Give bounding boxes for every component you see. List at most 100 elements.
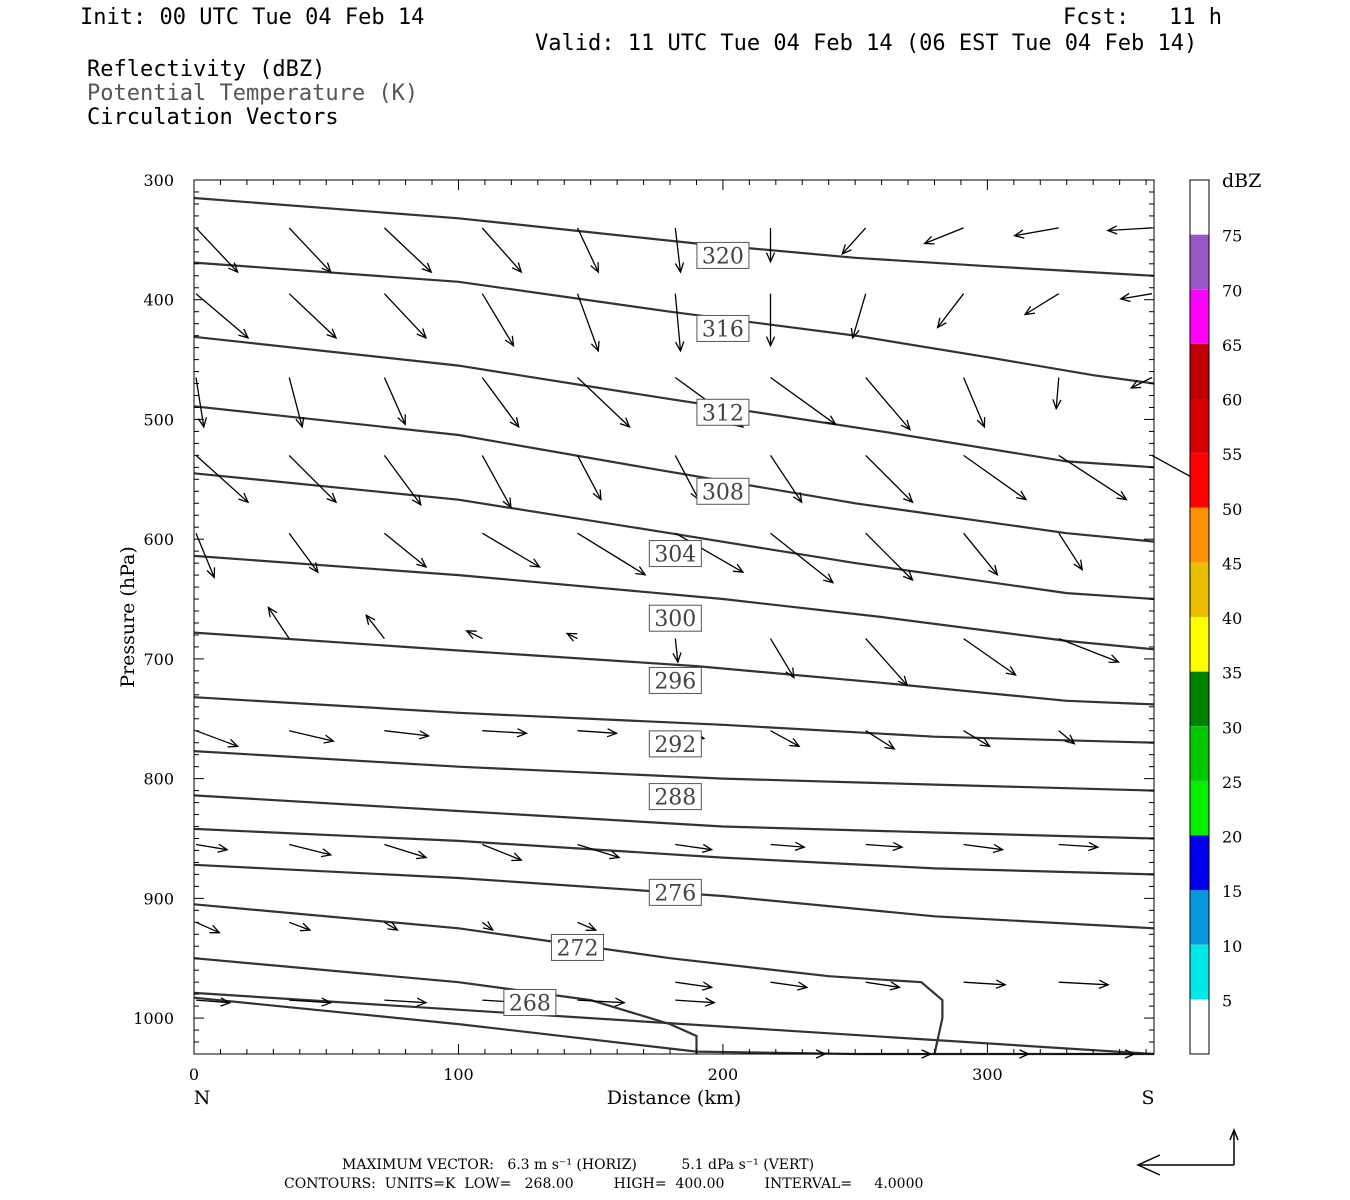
isentrope-line [193,261,1155,385]
vector-head [416,328,428,340]
vector-head [1023,305,1035,316]
vector-shaft [383,227,432,273]
circulation-vector [383,455,422,507]
x-tick-label: 0 [189,1065,199,1084]
vector-shaft [865,638,908,686]
vector-head [674,262,685,274]
circulation-vector [769,638,795,679]
vector-head [979,737,991,748]
contour-label: 272 [550,933,604,961]
circulation-vector [289,843,333,858]
colorbar-swatch [1190,180,1209,235]
vector-head [590,340,600,353]
contour-label-text: 272 [556,936,598,961]
vector-shaft [770,376,836,425]
x-tick-label: 300 [972,1065,1003,1084]
vector-shaft [770,843,805,848]
vector-head [387,921,399,931]
vector-shaft [384,999,427,1004]
vector-head [1064,734,1076,745]
field-reflectivity: Reflectivity (dBZ) [87,57,326,82]
circulation-vector [577,728,619,738]
vector-head [220,997,232,1007]
circulation-vector [465,630,483,640]
isentrope-line [193,957,698,1054]
contour-label-box [503,989,557,1017]
circulation-vector [195,227,239,274]
vector-shaft [865,532,913,581]
vector-shaft [195,730,238,747]
vector-shaft [383,455,422,506]
isentrope-line [193,696,1155,744]
colorbar-swatch [1190,999,1209,1054]
circulation-vector [963,532,999,577]
vector-head [884,740,896,750]
vector-head [976,416,986,429]
isentrope-line [193,863,1155,930]
circulation-vector [288,454,338,504]
valid-time: Valid: 11 UTC Tue 04 Feb 14 (06 EST Tue … [535,31,1198,56]
circulation-vector [384,843,428,860]
vector-head [797,981,809,991]
vector-head [585,922,598,931]
vector-head [416,557,428,569]
colorbar-label: 65 [1222,336,1242,355]
circulation-vector [195,921,221,934]
colorbar-swatch [1190,398,1209,454]
colorbar-label: 30 [1222,718,1242,737]
circulation-vector [675,843,714,854]
isentrope-line [193,554,1155,651]
vector-head [326,328,338,339]
isentrope-line [193,405,1155,543]
circulation-vector [770,730,801,748]
circulation-vector [195,843,229,853]
vector-shaft [865,377,911,430]
circulation-vector [1052,377,1062,411]
vector-shaft [481,377,520,428]
vector-shaft [384,730,429,737]
vector-shaft [865,730,895,750]
reference-vector [1136,1127,1239,1176]
vector-shaft [577,999,625,1004]
vector-shaft [576,227,599,273]
y-axis-title: Pressure (hPa) [117,546,139,688]
vector-head [397,414,406,426]
circulation-vector [481,455,512,509]
colorbar-swatch [1190,617,1209,672]
vector-shaft [289,999,331,1004]
vector-head [502,497,512,509]
circulation-vector [770,841,806,852]
vector-head [1016,490,1028,501]
circulation-vector [288,377,305,429]
vector-shaft [288,227,332,273]
circulation-vector [674,227,685,274]
vector-shaft [675,843,712,851]
contour-label-box [696,314,750,342]
vector-head [841,244,852,256]
y-tick-label: 800 [143,770,174,789]
colorbar-frame [1189,179,1210,1055]
vector-head [217,843,229,853]
vector-shaft [383,532,427,568]
circulation-vector [195,377,208,429]
vector-shaft [577,730,617,734]
circulation-vector [672,638,682,664]
circulation-vector [289,997,333,1007]
contour-label-box [696,241,750,269]
contour-label: 268 [503,989,557,1017]
vector-shaft [852,293,867,339]
vector-shaft [577,377,630,428]
colorbar-swatch [1190,289,1209,344]
circulation-vector [383,532,428,569]
y-tick-label: 600 [143,530,174,549]
vector-head [197,417,208,429]
reference-vector-vert-head [1229,1127,1239,1141]
vector-shaft [267,607,290,639]
vector-shaft [289,730,334,742]
vector-head [619,417,631,428]
circulation-vector [865,638,909,687]
contour-label: 312 [696,398,750,426]
circulation-vector [963,730,991,748]
circulation-vector [765,293,776,348]
circulation-vector [288,921,312,932]
